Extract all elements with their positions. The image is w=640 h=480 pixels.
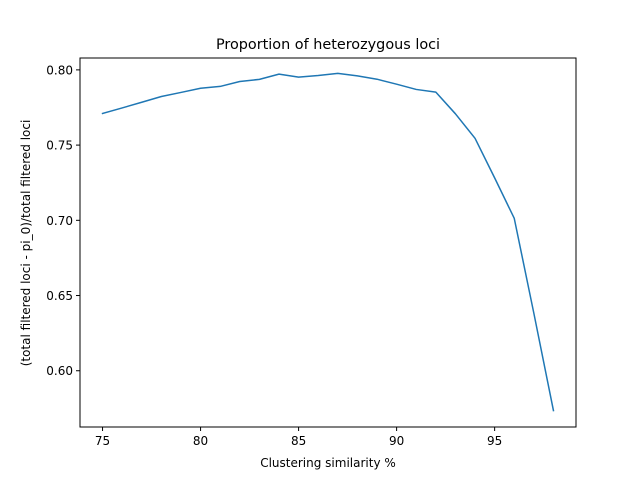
x-tick-label: 95 bbox=[487, 434, 502, 448]
y-tick-label: 0.70 bbox=[46, 214, 73, 228]
y-tick-label: 0.80 bbox=[46, 63, 73, 77]
x-tick-label: 85 bbox=[291, 434, 306, 448]
y-axis-label: (total filtered loci - pi_0)/total filte… bbox=[19, 120, 33, 367]
y-tick-label: 0.75 bbox=[46, 139, 73, 153]
y-axis-ticks: 0.60 0.65 0.70 0.75 0.80 bbox=[46, 63, 80, 378]
y-tick-label: 0.65 bbox=[46, 289, 73, 303]
x-tick-label: 75 bbox=[95, 434, 110, 448]
y-tick-label: 0.60 bbox=[46, 364, 73, 378]
plot-area bbox=[101, 72, 555, 412]
x-tick-label: 80 bbox=[193, 434, 208, 448]
x-tick-label: 90 bbox=[389, 434, 404, 448]
x-axis-label: Clustering similarity % bbox=[260, 456, 396, 470]
chart-title: Proportion of heterozygous loci bbox=[216, 37, 440, 53]
series-line-0 bbox=[101, 72, 555, 412]
x-axis-ticks: 75 80 85 90 95 bbox=[95, 427, 502, 448]
plot-frame bbox=[79, 57, 577, 428]
